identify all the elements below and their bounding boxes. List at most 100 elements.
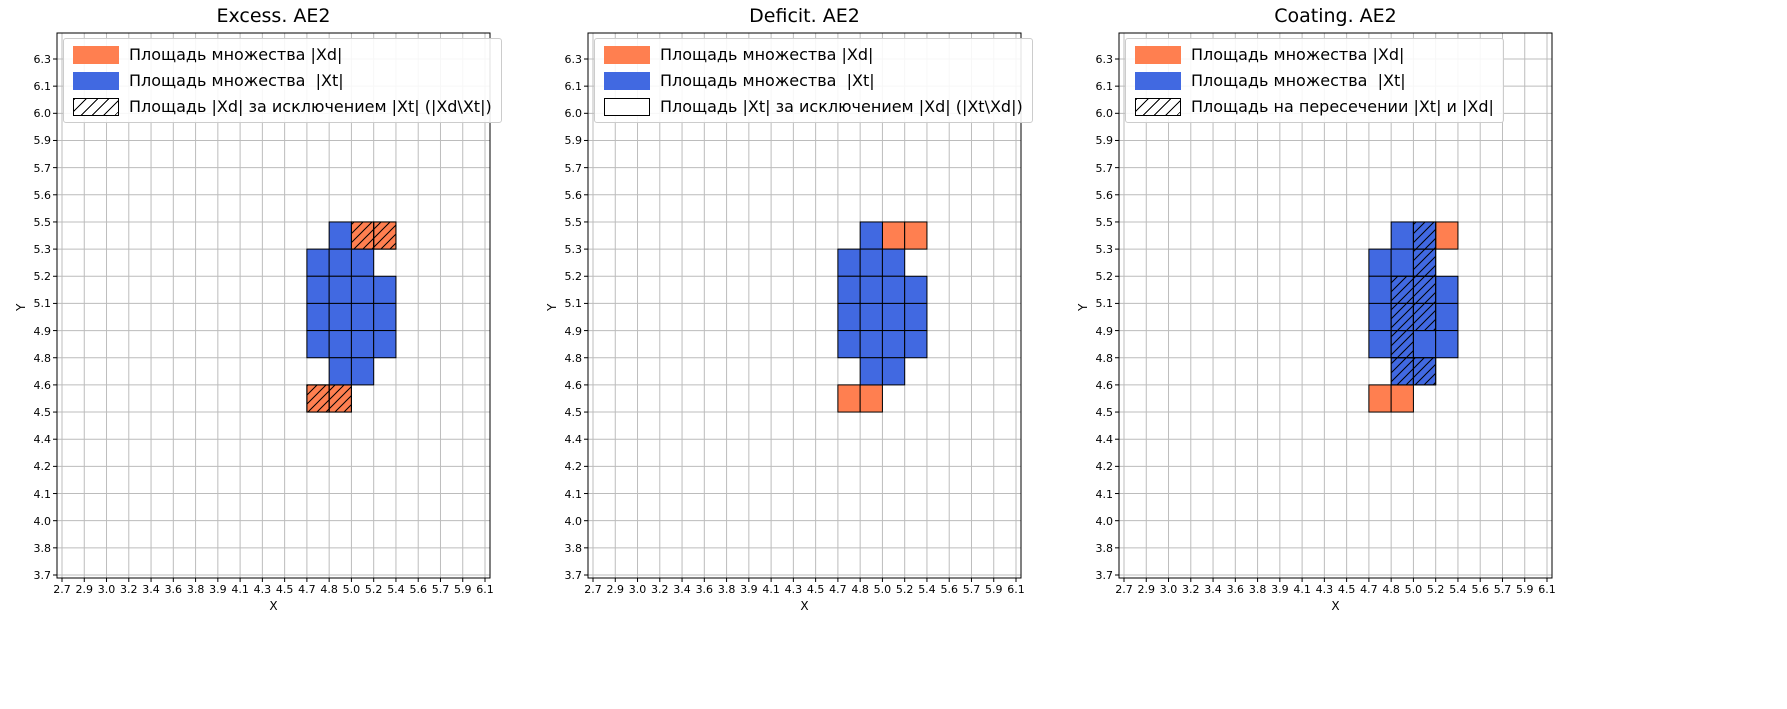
y-tick-label: 4.1 [564,487,583,501]
legend-row: Площадь |Xd| за исключением |Xt| (|Xd\Xt… [73,97,492,116]
x-tick-label: 5.9 [1515,583,1534,596]
x-tick-label: 3.2 [120,583,138,596]
cell-hatched [1390,330,1414,359]
cell-xt [1435,330,1459,359]
x-tick-label: 5.6 [1471,583,1489,596]
x-tick-label: 3.0 [628,583,647,596]
y-tick-label: 5.6 [1095,188,1114,202]
x-tick-label: 3.9 [209,583,227,596]
legend-row: Площадь множества |Xd| [1135,45,1494,64]
y-tick-label: 4.2 [33,460,52,474]
x-tick-label: 4.8 [1382,583,1400,596]
legend-swatch-solid-orange-icon [1135,45,1181,64]
cell-xt [1390,221,1414,250]
y-tick-label: 4.8 [1095,351,1114,365]
x-tick-label: 5.6 [940,583,958,596]
legend-row: Площадь множества |Xt| [1135,71,1494,90]
cell-hatched [1390,357,1414,386]
legend-label: Площадь множества |Xt| [660,71,875,90]
x-axis-label: X [1331,599,1340,613]
x-tick-label: 5.7 [962,583,981,596]
y-tick-label: 3.8 [33,541,52,555]
legend-label: Площадь |Xd| за исключением |Xt| (|Xd\Xt… [129,97,492,116]
legend-row: Площадь множества |Xt| [604,71,1023,90]
chart-title: Deficit. AE2 [749,5,860,27]
y-tick-label: 4.6 [564,378,583,392]
y-tick-label: 4.1 [1095,487,1114,501]
x-tick-label: 3.4 [142,583,160,596]
legend-swatch-solid-orange-icon [73,45,119,64]
x-tick-label: 4.7 [829,583,847,596]
y-tick-label: 5.5 [33,215,52,229]
x-tick-label: 2.9 [75,583,94,596]
x-tick-label: 3.6 [695,583,714,596]
y-tick-label: 5.9 [564,134,583,148]
cell-hatched [1390,275,1414,304]
y-tick-label: 3.7 [564,569,583,582]
legend-label: Площадь множества |Xt| [1191,71,1406,90]
x-tick-label: 4.5 [275,583,294,596]
x-tick-label: 5.4 [1449,583,1467,596]
cell-xd [904,221,928,250]
x-axis-label: X [269,599,278,613]
y-tick-label: 4.6 [33,378,52,392]
y-tick-label: 5.9 [33,134,52,148]
cell-xt [881,357,906,386]
y-tick-label: 4.5 [1095,406,1114,420]
y-tick-label: 4.5 [33,406,52,420]
cell-xt [1412,330,1437,359]
cell-xt [1368,302,1392,332]
x-tick-label: 5.0 [342,583,361,596]
cell-xt [1390,248,1414,277]
cell-hatched [1390,302,1414,332]
y-tick-label: 4.1 [33,487,52,501]
legend-swatch-hatch-icon [73,97,119,116]
y-tick-label: 4.9 [33,324,52,338]
legend-row: Площадь множества |Xd| [604,45,1023,64]
x-tick-label: 3.4 [1204,583,1222,596]
y-tick-label: 5.3 [1095,243,1114,257]
x-tick-label: 3.8 [186,583,205,596]
legend-label: Площадь множества |Xd| [1191,45,1405,64]
legend-swatch-empty-icon [604,97,650,116]
y-tick-label: 5.2 [1095,270,1114,284]
chart-title: Excess. AE2 [216,5,331,27]
x-tick-label: 2.9 [1137,583,1156,596]
x-tick-label: 4.1 [1293,583,1311,596]
x-tick-label: 5.9 [453,583,472,596]
y-tick-label: 5.9 [1095,134,1114,148]
x-tick-label: 3.9 [740,583,758,596]
legend: Площадь множества |Xd| Площадь множества … [1125,38,1504,123]
x-tick-label: 4.7 [1360,583,1378,596]
y-tick-label: 3.8 [1095,541,1114,555]
x-tick-label: 4.8 [320,583,338,596]
axes-border [56,32,491,579]
x-tick-label: 5.0 [1404,583,1423,596]
cell-xt [1368,275,1392,304]
x-tick-label: 5.9 [984,583,1003,596]
x-tick-label: 3.4 [673,583,691,596]
cell-xt [904,330,928,359]
x-tick-label: 4.3 [253,583,272,596]
legend-swatch-solid-blue-icon [604,71,650,90]
y-tick-label: 4.9 [564,324,583,338]
cell-xt [1368,248,1392,277]
y-tick-label: 4.8 [33,351,52,365]
x-tick-label: 6.1 [476,583,494,596]
plot-area [584,32,1022,582]
legend-label: Площадь множества |Xd| [660,45,874,64]
y-tick-label: 6.3 [564,53,583,66]
legend-label: Площадь на пересечении |Xt| и |Xd| [1191,97,1494,116]
legend-row: Площадь множества |Xt| [73,71,492,90]
x-tick-label: 4.5 [806,583,825,596]
cell-xt [1435,302,1459,332]
x-tick-label: 4.3 [1315,583,1334,596]
cell-hatched [1412,275,1437,304]
x-tick-label: 5.6 [409,583,427,596]
legend-label: Площадь множества |Xt| [129,71,344,90]
x-tick-label: 3.6 [164,583,183,596]
x-tick-label: 3.2 [1182,583,1200,596]
